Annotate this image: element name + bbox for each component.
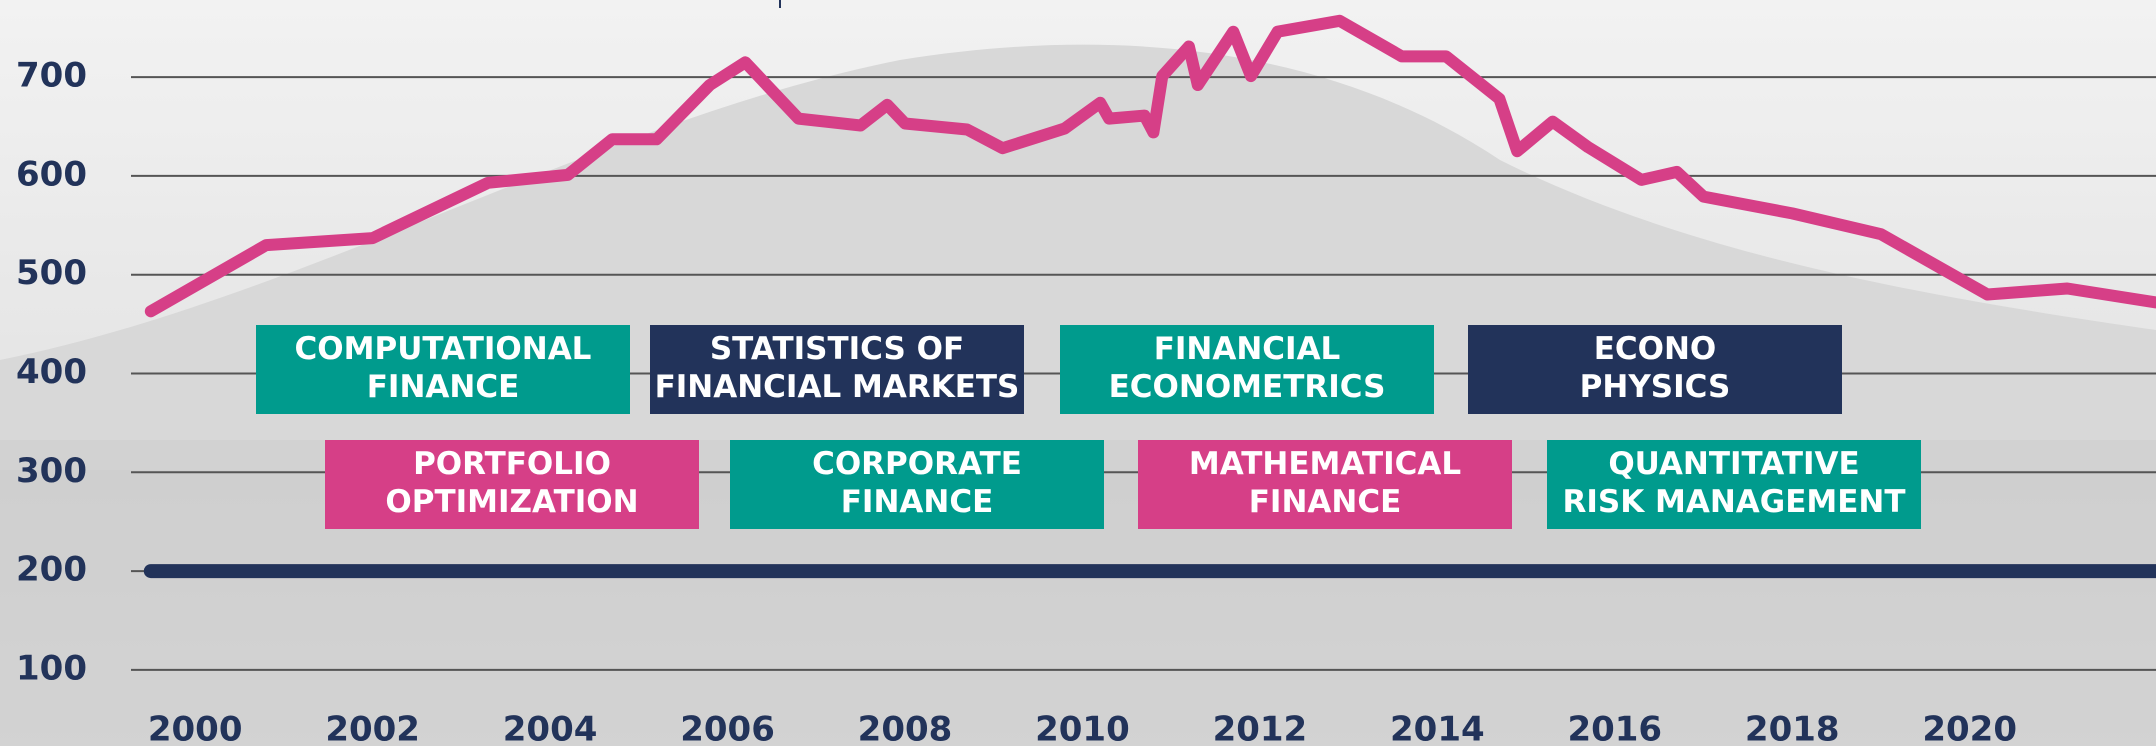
x-tick-label: 2004 bbox=[503, 710, 598, 746]
x-tick-label: 2012 bbox=[1213, 710, 1308, 746]
x-tick-label: 2008 bbox=[858, 710, 953, 746]
x-tick-label: 2010 bbox=[1035, 710, 1130, 746]
y-tick-label: 600 bbox=[16, 154, 87, 194]
box bbox=[1138, 440, 1512, 529]
box-label: FINANCIAL bbox=[1154, 331, 1341, 367]
box-label: FINANCIAL MARKETS bbox=[655, 369, 1020, 405]
grid: 100 200 300 400 500 600 700 2000 2002 2004 2006 200… bbox=[16, 56, 2156, 746]
y-tick-label: 200 bbox=[16, 550, 87, 590]
box bbox=[1547, 440, 1921, 529]
box bbox=[650, 325, 1024, 414]
x-tick-label: 2006 bbox=[680, 710, 775, 746]
line bbox=[144, 14, 2156, 318]
box-label: STATISTICS OF bbox=[710, 331, 964, 367]
box-label: PORTFOLIO bbox=[413, 446, 611, 482]
box bbox=[256, 325, 630, 414]
box-label: CORPORATE bbox=[812, 446, 1022, 482]
box-label: FINANCE bbox=[841, 484, 994, 520]
box-label: FINANCE bbox=[1249, 484, 1402, 520]
box bbox=[730, 440, 1104, 529]
box-label: COMPUTATIONAL bbox=[295, 331, 592, 367]
box-label: MATHEMATICAL bbox=[1189, 446, 1461, 482]
y-tick-label: 400 bbox=[16, 352, 87, 392]
box-label: PHYSICS bbox=[1580, 369, 1731, 405]
box-label: QUANTITATIVE bbox=[1608, 446, 1859, 482]
box-label: ECONO bbox=[1594, 331, 1717, 367]
box bbox=[325, 440, 699, 529]
y-tick-label: 300 bbox=[16, 451, 87, 491]
x-tick-label: 2020 bbox=[1922, 710, 2017, 746]
box bbox=[1468, 325, 1842, 414]
x-tick-label: 2016 bbox=[1567, 710, 1662, 746]
series bbox=[143, 14, 2156, 579]
x-tick-label: 2000 bbox=[148, 710, 243, 746]
box-label: FINANCE bbox=[367, 369, 520, 405]
box-label: OPTIMIZATION bbox=[385, 484, 638, 520]
x-tick-label: 2018 bbox=[1745, 710, 1840, 746]
y-tick-label: 500 bbox=[16, 253, 87, 293]
x-tick-label: 2014 bbox=[1390, 710, 1485, 746]
box-label: RISK MANAGEMENT bbox=[1562, 484, 1905, 520]
y-tick-label: 700 bbox=[16, 56, 87, 96]
box-label: ECONOMETRICS bbox=[1109, 369, 1386, 405]
box bbox=[1060, 325, 1434, 414]
x-tick-label: 2002 bbox=[325, 710, 420, 746]
y-tick-label: 100 bbox=[16, 648, 87, 688]
